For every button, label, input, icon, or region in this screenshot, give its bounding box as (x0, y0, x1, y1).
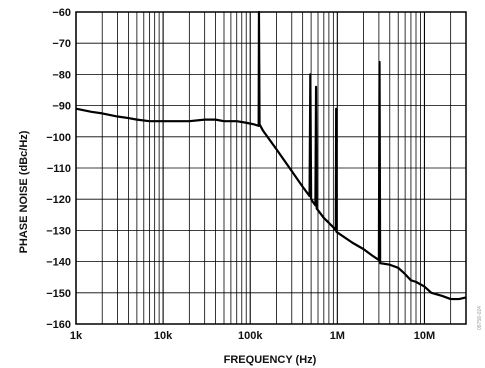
plot-frame (75, 11, 467, 325)
y-axis-title: PHASE NOISE (dBc/Hz) (18, 130, 30, 253)
x-tick-label: 1k (70, 330, 83, 342)
y-tick-label: −70 (52, 38, 71, 50)
y-tick-label: −130 (46, 225, 71, 237)
y-tick-label: −160 (46, 319, 71, 331)
y-tick-label: −60 (52, 7, 71, 19)
y-tick-label: −80 (52, 69, 71, 81)
y-tick-label: −140 (46, 257, 71, 269)
y-tick-label: −100 (46, 132, 71, 144)
side-id-text: 09758-024 (477, 306, 483, 330)
x-axis-title: FREQUENCY (Hz) (224, 354, 317, 366)
x-tick-label: 10k (154, 330, 173, 342)
y-tick-label: −110 (47, 163, 71, 175)
series-group (75, 10, 467, 301)
y-tick-label: −120 (46, 194, 71, 206)
y-tick-label: −150 (46, 288, 71, 300)
phase-noise-line (75, 10, 467, 301)
x-tick-label: 10M (414, 330, 435, 342)
x-tick-label: 1M (330, 330, 345, 342)
tick-labels: −60 −70 −80 −90 −100 −110 −120 −130 −140 −150 −160… (46, 7, 435, 342)
y-tick-label: −90 (52, 101, 71, 113)
x-tick-label: 100k (238, 330, 263, 342)
